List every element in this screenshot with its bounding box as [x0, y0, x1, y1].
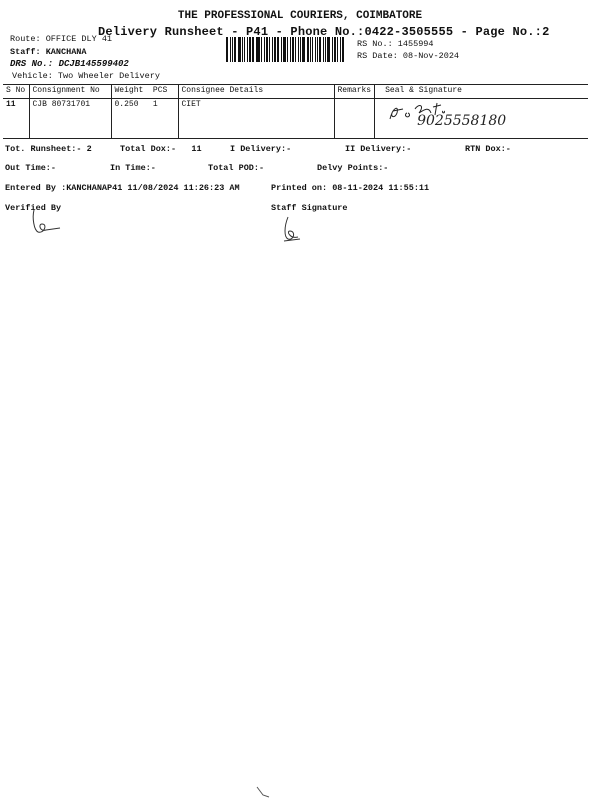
rs-date: RS Date: 08-Nov-2024	[357, 51, 460, 61]
runsheet-table: S No Consignment No Weight PCS Consignee…	[3, 84, 588, 139]
barcode-bar	[317, 37, 319, 62]
total-pod: Total POD:-	[208, 163, 265, 173]
staff-signature-label: Staff Signature	[271, 203, 348, 213]
col-seal-signature: Seal & Signature	[374, 84, 588, 99]
barcode-bar	[323, 37, 325, 62]
barcode-bar	[334, 37, 337, 62]
signature-phone: 9025558180	[417, 113, 507, 129]
barcode-bar	[325, 37, 327, 62]
barcode-bar	[314, 37, 317, 62]
barcode-bar	[299, 37, 301, 62]
barcode-bar	[340, 37, 342, 62]
i-delivery: I Delivery:-	[230, 144, 292, 154]
barcode-bar	[294, 37, 296, 62]
barcode-bar	[286, 37, 288, 62]
col-consignee: Consignee Details	[177, 84, 335, 99]
company-title: THE PROFESSIONAL COURIERS, COIMBATORE	[177, 10, 423, 22]
out-time: Out Time:-	[5, 163, 57, 173]
in-time: In Time:-	[110, 163, 156, 173]
cell-pcs: 1	[152, 100, 158, 109]
cell-sno: 11	[3, 98, 30, 139]
staff-signature-icon	[283, 216, 301, 242]
table-header-row: S No Consignment No Weight PCS Consignee…	[3, 84, 588, 99]
cell-weight-pcs: 0.250 1	[110, 98, 179, 139]
entered-by: Entered By :KANCHANAP41 11/08/2024 11:26…	[5, 183, 240, 193]
col-weight-pcs: Weight PCS	[110, 84, 179, 99]
barcode-bar	[269, 37, 271, 62]
verifier-signature-icon	[32, 209, 61, 233]
barcode-bar	[248, 37, 251, 62]
barcode-bar	[251, 37, 254, 62]
barcode-bar	[274, 37, 277, 62]
printed-on: Printed on: 08-11-2024 11:55:11	[271, 183, 430, 193]
barcode-bar	[257, 37, 261, 62]
barcode-bar	[233, 37, 236, 62]
cell-signature: 9025558180	[374, 98, 588, 139]
tot-runsheet: Tot. Runsheet:- 2	[5, 144, 92, 154]
runsheet-subtitle: Delivery Runsheet - P41 - Phone No.:0422…	[98, 25, 550, 39]
verified-by-label: Verified By	[5, 203, 62, 213]
barcode-bar	[301, 37, 305, 62]
seal-label: Seal & Signature	[385, 86, 462, 95]
barcode-bar	[266, 37, 269, 62]
barcode-bar	[327, 37, 331, 62]
barcode-bar	[231, 37, 233, 62]
barcode-bar	[332, 37, 334, 62]
cell-consignee: CIET	[177, 98, 335, 139]
barcode-bar	[237, 37, 241, 62]
barcode-bar	[243, 37, 245, 62]
barcode-bar	[261, 37, 263, 62]
ii-delivery: II Delivery:-	[345, 144, 412, 154]
barcode-bar	[319, 37, 322, 62]
barcode-bar	[272, 37, 274, 62]
barcode-bar	[311, 37, 313, 62]
barcode-bar	[283, 37, 286, 62]
col-consignment: Consignment No	[28, 84, 112, 99]
rtn-dox: RTN Dox:-	[465, 144, 511, 154]
table-row: 11 CJB 80731701 0.250 1 CIET 9025558180	[3, 98, 588, 139]
col-sno: S No	[3, 84, 30, 99]
route: Route: OFFICE DLY 41	[10, 34, 113, 44]
cell-consignment: CJB 80731701	[28, 98, 112, 139]
barcode-bar	[277, 37, 280, 62]
cell-remarks	[333, 98, 376, 139]
barcode-bar	[337, 37, 339, 62]
rs-number: RS No.: 1455994	[357, 39, 434, 49]
barcode-bar	[241, 37, 243, 62]
barcode	[226, 37, 345, 62]
delvy-points: Delvy Points:-	[317, 163, 389, 173]
scan-mark-icon	[256, 786, 270, 798]
total-dox: Total Dox:- 11	[120, 144, 202, 154]
vehicle: Vehicle: Two Wheeler Delivery	[12, 71, 160, 81]
barcode-bar	[246, 37, 248, 62]
handwritten-signature-icon	[389, 102, 446, 120]
barcode-bar	[229, 37, 231, 62]
barcode-bar	[226, 37, 228, 62]
barcode-bar	[297, 37, 299, 62]
barcode-bar	[289, 37, 291, 62]
barcode-bar	[342, 37, 344, 62]
barcode-bar	[309, 37, 311, 62]
barcode-bar	[306, 37, 309, 62]
col-remarks: Remarks	[333, 84, 376, 99]
drs-number: DRS No.: DCJB145599402	[10, 59, 129, 69]
barcode-bar	[264, 37, 266, 62]
barcode-bar	[281, 37, 283, 62]
staff: Staff: KANCHANA	[10, 47, 87, 57]
barcode-bar	[291, 37, 294, 62]
barcode-bar	[255, 37, 257, 62]
cell-weight: 0.250	[114, 100, 139, 109]
